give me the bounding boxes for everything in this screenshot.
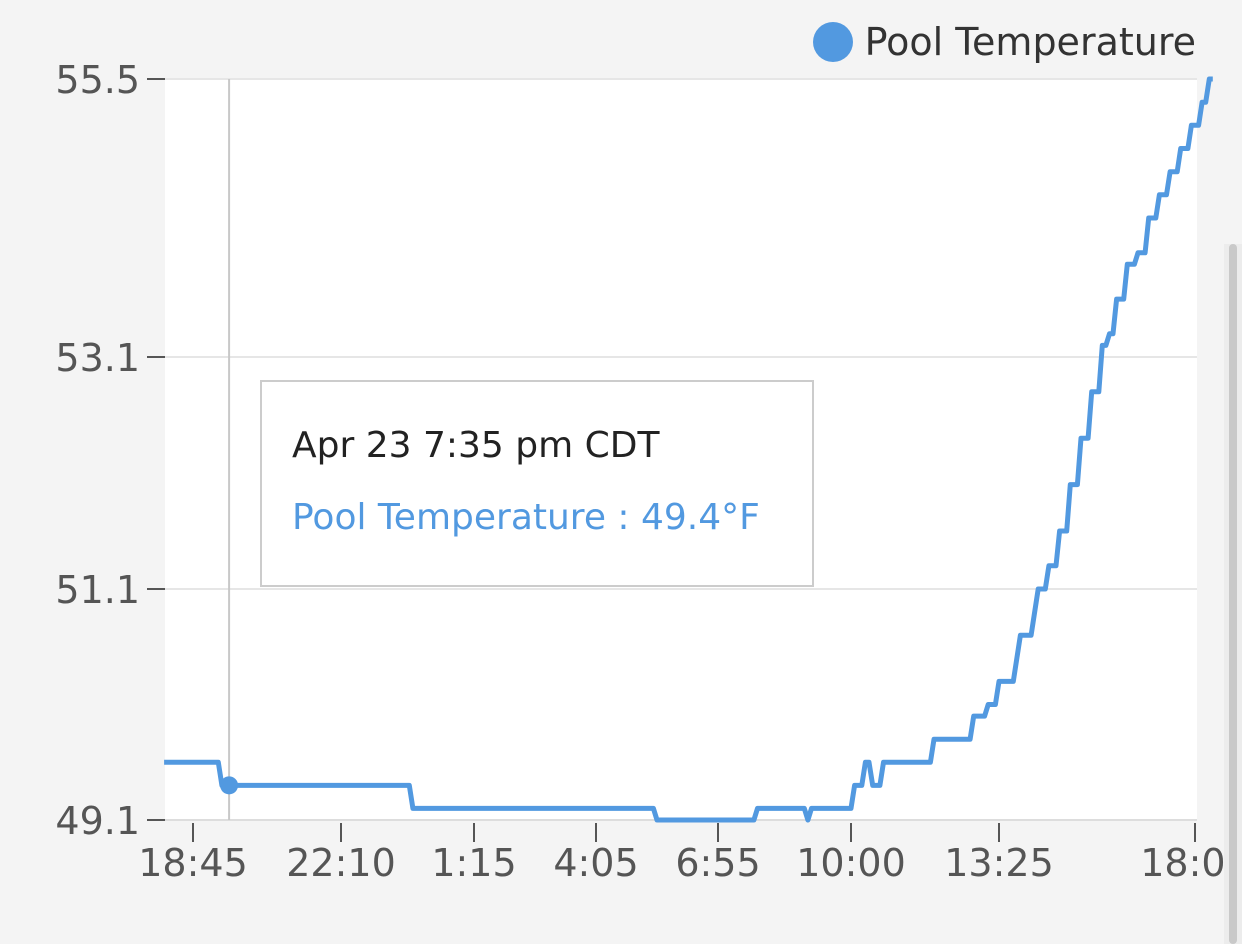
legend-marker <box>812 22 853 62</box>
scrollbar[interactable] <box>1224 244 1242 944</box>
x-tick-label: 4:05 <box>553 841 638 885</box>
x-tick-label: 1:15 <box>431 841 516 885</box>
x-tick-label: 13:25 <box>944 841 1054 885</box>
x-tick-label: 18:45 <box>138 841 248 885</box>
x-tick-label: 10:00 <box>796 841 906 885</box>
tooltip-title: Apr 23 7:35 pm CDT <box>292 425 660 466</box>
y-tick-label: 53.1 <box>55 336 140 380</box>
scrollbar-thumb[interactable] <box>1229 244 1237 944</box>
legend[interactable]: Pool Temperature <box>812 20 1196 64</box>
highlight-point <box>220 776 239 795</box>
y-tick-label: 51.1 <box>55 568 140 612</box>
x-tick-label: 22:10 <box>286 841 396 885</box>
tooltip: Apr 23 7:35 pm CDT Pool Temperature : 49… <box>260 380 814 587</box>
tooltip-value: Pool Temperature : 49.4°F <box>292 497 760 538</box>
series-line-pool-temperature <box>164 76 1213 823</box>
y-tick-label: 49.1 <box>55 799 140 843</box>
legend-label: Pool Temperature <box>864 20 1196 64</box>
x-tick-label: 6:55 <box>675 841 760 885</box>
y-tick-label: 55.5 <box>55 58 140 102</box>
